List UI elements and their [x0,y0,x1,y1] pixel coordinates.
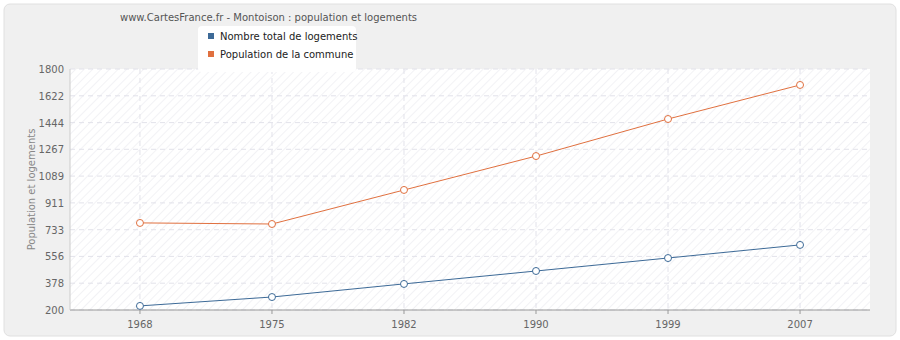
grid-line [668,69,669,310]
marker [268,220,275,227]
series-group [136,81,803,309]
grid-line [70,202,870,203]
y-tick-label: 1444 [39,118,64,129]
y-tick-label: 378 [45,278,64,289]
y-tick-label: 1622 [39,91,64,102]
grid-line [70,149,870,150]
grid [70,69,870,310]
marker [797,241,804,248]
y-tick-label: 733 [45,225,64,236]
grid-line [70,283,870,284]
marker [400,280,407,287]
legend-swatch [208,33,214,39]
grid-line [70,122,870,123]
y-tick-label: 1800 [39,64,64,75]
chart: 200 378 556 733 911 1089 1267 1444 1622 1800 1968 1… [0,0,900,340]
grid-line [70,229,870,230]
x-axis [70,310,870,311]
series-line [140,85,800,224]
x-tick [403,310,404,314]
x-tick-label: 1982 [391,319,416,330]
marker [136,219,143,226]
y-axis [70,69,71,310]
grid-line [800,69,801,310]
plot-area [70,69,870,310]
marker [268,294,275,301]
grid-line [70,69,870,70]
marker [400,186,407,193]
x-tick [668,310,669,314]
x-tick-label: 1968 [127,319,152,330]
x-tick [271,310,272,314]
grid-line [139,69,140,310]
grid-line [70,256,870,257]
grid-line [70,95,870,96]
marker [136,302,143,309]
y-tick-label: 1089 [39,171,64,182]
x-tick-label: 2007 [787,319,812,330]
y-tick-label: 1267 [39,144,64,155]
x-tick [139,310,140,314]
grid-line [271,69,272,310]
chart-root: 200 378 556 733 911 1089 1267 1444 1622 1800 1968 1… [0,0,900,340]
x-tick-label: 1990 [523,319,548,330]
legend-label: Nombre total de logements [220,31,357,42]
marker [665,255,672,262]
x-tick-label: 1975 [259,319,284,330]
grid-line [70,176,870,177]
y-tick-label: 911 [45,198,64,209]
title: www.CartesFrance.fr - Montoison : popula… [120,12,417,23]
x-tick [536,310,537,314]
y-axis-label: Population et logements [26,129,37,251]
x-tick-label: 1999 [655,319,680,330]
x-tick [800,310,801,314]
grid-line [70,310,870,311]
series-line [140,245,800,306]
background [4,4,896,336]
y-tick-label: 556 [45,251,64,262]
legend-label: Population de la commune [220,49,353,60]
marker [533,267,540,274]
legend: Nombre total de logements Population de l… [198,26,357,72]
legend-swatch [208,51,214,57]
y-tick-label: 200 [45,305,64,316]
marker [665,116,672,123]
marker [533,153,540,160]
marker [797,81,804,88]
